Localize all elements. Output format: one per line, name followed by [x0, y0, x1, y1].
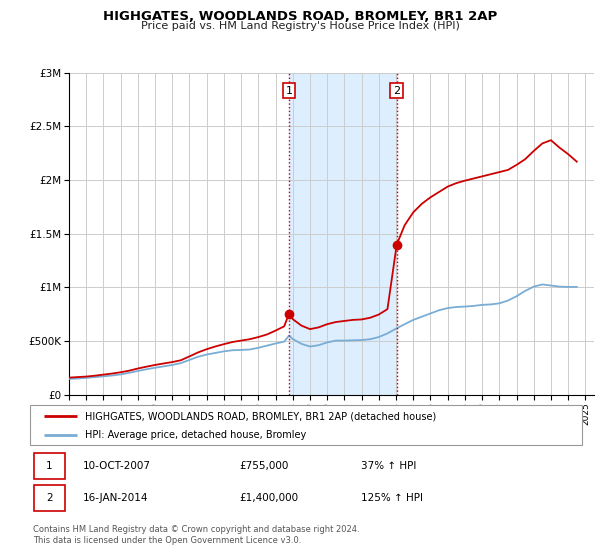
Text: £1,400,000: £1,400,000	[240, 493, 299, 503]
Text: 1: 1	[46, 460, 53, 470]
Text: HIGHGATES, WOODLANDS ROAD, BROMLEY, BR1 2AP: HIGHGATES, WOODLANDS ROAD, BROMLEY, BR1 …	[103, 10, 497, 23]
Text: 1: 1	[286, 86, 292, 96]
Text: HIGHGATES, WOODLANDS ROAD, BROMLEY, BR1 2AP (detached house): HIGHGATES, WOODLANDS ROAD, BROMLEY, BR1 …	[85, 411, 436, 421]
Bar	[34, 452, 65, 478]
Text: 37% ↑ HPI: 37% ↑ HPI	[361, 460, 416, 470]
Text: 2: 2	[46, 493, 53, 503]
Text: This data is licensed under the Open Government Licence v3.0.: This data is licensed under the Open Gov…	[33, 536, 301, 545]
Text: 10-OCT-2007: 10-OCT-2007	[82, 460, 151, 470]
Text: HPI: Average price, detached house, Bromley: HPI: Average price, detached house, Brom…	[85, 430, 307, 440]
Text: 16-JAN-2014: 16-JAN-2014	[82, 493, 148, 503]
Text: 2: 2	[393, 86, 400, 96]
Text: 125% ↑ HPI: 125% ↑ HPI	[361, 493, 423, 503]
Bar	[34, 485, 65, 511]
Text: Price paid vs. HM Land Registry's House Price Index (HPI): Price paid vs. HM Land Registry's House …	[140, 21, 460, 31]
Text: £755,000: £755,000	[240, 460, 289, 470]
Text: Contains HM Land Registry data © Crown copyright and database right 2024.: Contains HM Land Registry data © Crown c…	[33, 525, 359, 534]
Bar	[289, 73, 397, 395]
